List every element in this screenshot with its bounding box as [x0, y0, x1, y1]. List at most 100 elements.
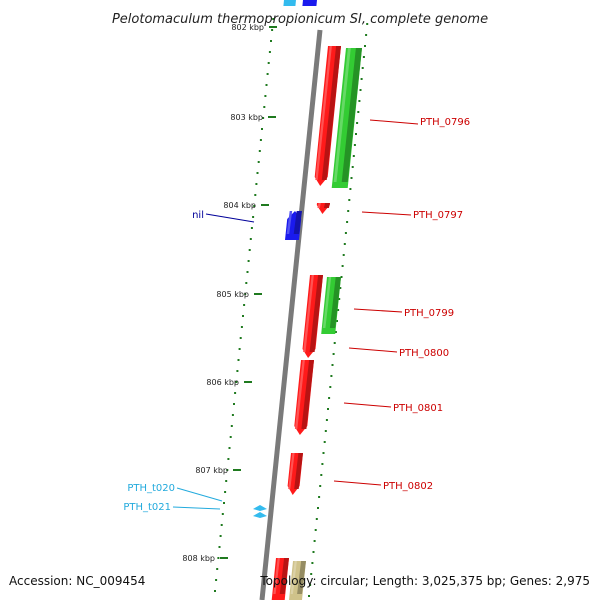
- track-dot: [353, 144, 356, 146]
- gene-leader-line: [369, 119, 419, 125]
- topology-text: Topology: circular; Length: 3,025,375 bp…: [260, 574, 590, 588]
- scale-tick-label: 804 kbp: [223, 201, 256, 210]
- track-dot: [329, 386, 332, 388]
- scale-tick-label: 805 kbp: [216, 290, 249, 299]
- feature-cds-nil: [285, 211, 302, 240]
- scale-tick-mark: [220, 557, 228, 559]
- track-dot: [257, 161, 260, 163]
- scale-tick-mark: [268, 116, 276, 118]
- track-dot: [254, 194, 257, 196]
- feature-cds-pth0801: [294, 360, 314, 435]
- gene-label: PTH_0801: [343, 402, 443, 414]
- feature-trna-top: [283, 0, 296, 6]
- scale-tick-mark: [233, 469, 241, 471]
- feature-cds-top: [302, 0, 317, 6]
- track-dot: [215, 579, 218, 581]
- gene-leader-line: [176, 487, 223, 502]
- track-dot: [343, 243, 346, 245]
- feature-misc-bottom: [289, 561, 306, 600]
- track-dot: [322, 452, 325, 454]
- scale-tick-label: 808 kbp: [182, 554, 215, 563]
- track-dot: [226, 469, 229, 471]
- track-dot: [308, 595, 310, 597]
- scale-tick: 808 kbp: [182, 554, 228, 563]
- track-dot: [321, 463, 324, 465]
- track-dot: [350, 177, 353, 179]
- gene-label: PTH_t020: [127, 483, 223, 502]
- track-dot: [328, 397, 331, 399]
- track-dot: [247, 260, 250, 262]
- track-dot: [327, 408, 329, 410]
- track-dot: [266, 73, 269, 75]
- track-dot: [252, 216, 255, 218]
- track-dot: [224, 491, 227, 493]
- track-dot: [217, 557, 220, 559]
- track-dot: [334, 331, 337, 333]
- track-dot: [356, 122, 359, 124]
- accession-text: Accession: NC_009454: [9, 574, 146, 588]
- track-dot: [214, 590, 216, 592]
- scale-tick-label: 803 kbp: [230, 113, 263, 122]
- track-dot: [270, 40, 272, 42]
- track-dot: [348, 199, 351, 201]
- feature-cds-pth0799: [302, 275, 323, 358]
- track-dot: [319, 485, 322, 487]
- scale-tick: 802 kbp: [231, 23, 277, 32]
- track-dot: [228, 447, 231, 449]
- track-dot: [312, 551, 315, 553]
- track-dot: [248, 249, 251, 251]
- genome-title: Pelotomaculum thermopropionicum SI, comp…: [112, 12, 488, 27]
- track-dot: [339, 287, 342, 289]
- track-dot: [320, 474, 323, 476]
- track-dot: [347, 210, 350, 212]
- track-dot: [236, 370, 239, 372]
- scale-tick-mark: [269, 26, 277, 28]
- track-dot: [239, 337, 242, 339]
- gene-leader-line: [348, 347, 398, 353]
- track-dot: [344, 232, 347, 234]
- track-dot: [237, 359, 240, 361]
- track-dot: [359, 89, 362, 91]
- track-dot: [235, 381, 238, 383]
- track-dot: [253, 205, 256, 207]
- feature-cds-pth0797: [316, 203, 330, 214]
- gene-label-text: PTH_0797: [413, 210, 463, 221]
- gene-labels: PTH_0796 PTH_0797 nil PTH_0799 PTH_0800 PTH_0…: [123, 117, 470, 513]
- track-dot: [240, 326, 243, 328]
- scale-tick-mark: [254, 293, 262, 295]
- track-dot: [313, 540, 316, 542]
- gene-leader-line: [361, 211, 412, 216]
- feature-cds-green-2: [321, 277, 341, 334]
- track-dot: [342, 254, 345, 256]
- scale-tick: 803 kbp: [230, 113, 276, 122]
- track-dot: [323, 441, 326, 443]
- track-dot: [218, 546, 221, 548]
- track-dot: [261, 128, 263, 130]
- gene-label: PTH_t021: [123, 502, 221, 513]
- gene-label: nil: [192, 210, 255, 223]
- track-dot: [330, 375, 333, 377]
- track-dot: [340, 276, 343, 278]
- track-dot: [337, 309, 340, 311]
- track-dot: [351, 166, 354, 168]
- gene-label-text: PTH_t021: [123, 502, 171, 513]
- track-dot: [311, 562, 314, 564]
- track-dot: [325, 419, 328, 421]
- scale-tick-label: 806 kbp: [206, 378, 239, 387]
- track-dot: [259, 139, 262, 141]
- track-dot: [225, 480, 228, 482]
- track-dot: [333, 342, 336, 344]
- track-dot: [258, 150, 261, 152]
- gene-leader-line: [353, 308, 403, 313]
- track-dot: [238, 348, 241, 350]
- track-dot: [244, 293, 247, 295]
- track-dot: [336, 320, 338, 322]
- track-dot: [245, 282, 248, 284]
- track-dot: [268, 51, 271, 53]
- feature-cds-pth0796: [314, 46, 341, 186]
- track-dot: [242, 315, 244, 317]
- track-dot: [331, 364, 334, 366]
- track-dot: [314, 529, 317, 531]
